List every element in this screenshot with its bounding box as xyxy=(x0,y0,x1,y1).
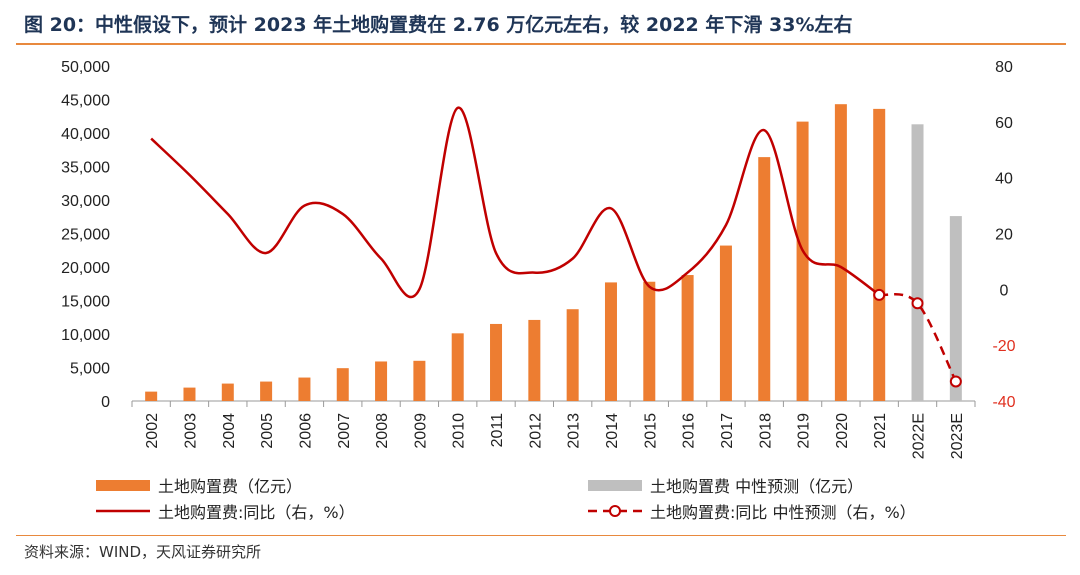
right-axis-tick-label: 80 xyxy=(995,59,1013,76)
x-axis-tick-label: 2007 xyxy=(336,413,353,449)
x-axis-tick-label: 2005 xyxy=(259,413,276,449)
right-axis-tick-label: 0 xyxy=(1000,282,1009,299)
legend-swatch-marker xyxy=(609,505,621,517)
forecast-bar-2022E xyxy=(911,124,924,401)
bar-series xyxy=(145,104,962,402)
legend-label: 土地购置费（亿元） xyxy=(158,477,302,496)
x-axis-tick-label: 2020 xyxy=(834,413,851,449)
bar-2012 xyxy=(528,319,541,401)
forecast-yoy-marker-2021 xyxy=(873,288,886,301)
bar-2020 xyxy=(834,104,847,401)
line-series xyxy=(150,106,962,388)
bar-2010 xyxy=(451,333,464,401)
forecast-yoy-line xyxy=(878,292,957,383)
axes xyxy=(131,400,976,407)
right-axis-tick-label: 60 xyxy=(995,115,1013,132)
x-axis-tick-label: 2015 xyxy=(642,413,659,449)
bar-2017 xyxy=(719,245,732,401)
forecast-bar-2023E xyxy=(949,216,962,401)
footer-divider xyxy=(16,535,1066,536)
x-axis-tick-label: 2009 xyxy=(412,413,429,449)
bar-2018 xyxy=(758,157,771,401)
x-axis-tick-label: 2002 xyxy=(144,413,161,449)
legend-label: 土地购置费:同比（右，%） xyxy=(158,503,355,522)
title-divider xyxy=(16,43,1066,45)
left-axis-tick-label: 40,000 xyxy=(61,126,110,143)
legend-swatch-bar xyxy=(96,480,150,491)
left-axis-tick-label: 35,000 xyxy=(61,160,110,177)
x-axis-tick-label: 2011 xyxy=(489,413,506,448)
x-axis-tick-label: 2017 xyxy=(719,413,736,449)
left-axis-tick-label: 25,000 xyxy=(61,227,110,244)
source-note: 资料来源：WIND，天风证券研究所 xyxy=(24,543,262,561)
x-axis-tick-label: 2013 xyxy=(566,413,583,449)
bar-2015 xyxy=(643,281,656,401)
bar-2007 xyxy=(336,368,349,401)
left-axis-tick-label: 20,000 xyxy=(61,260,110,277)
x-axis-tick-label: 2018 xyxy=(757,413,774,449)
yoy-line xyxy=(150,106,880,299)
right-axis-tick-label: -40 xyxy=(992,394,1015,411)
left-axis-tick-label: 10,000 xyxy=(61,327,110,344)
x-axis-tick-label: 2012 xyxy=(527,413,544,449)
left-axis-tick-label: 5,000 xyxy=(70,361,110,378)
bar-2021 xyxy=(873,108,886,401)
x-axis-tick-label: 2014 xyxy=(604,413,621,449)
x-axis-tick-label: 2006 xyxy=(297,413,314,449)
x-axis-tick-label: 2023E xyxy=(949,413,966,459)
left-axis-tick-label: 15,000 xyxy=(61,294,110,311)
left-axis-tick-label: 45,000 xyxy=(61,93,110,110)
legend-label: 土地购置费:同比 中性预测（右，%） xyxy=(650,503,916,522)
x-axis-tick-label: 2019 xyxy=(796,413,813,449)
x-axis-tick-label: 2021 xyxy=(872,413,889,449)
left-axis-tick-label: 50,000 xyxy=(61,59,110,76)
legend-label: 土地购置费 中性预测（亿元） xyxy=(650,477,863,496)
forecast-yoy-marker-2022E xyxy=(911,297,924,310)
right-axis-tick-label: 20 xyxy=(995,227,1013,244)
forecast-yoy-marker-2023E xyxy=(949,375,962,388)
legend-swatch-forecast-bar xyxy=(588,480,642,491)
tick-labels: 0 5,000 10,000 15,000 20,000 25,000 30,000 35,0… xyxy=(61,59,1016,459)
left-axis-tick-label: 30,000 xyxy=(61,193,110,210)
right-axis-tick-label: 40 xyxy=(995,171,1013,188)
bar-2004 xyxy=(221,383,234,401)
right-axis-tick-label: -20 xyxy=(992,338,1015,355)
bar-2013 xyxy=(566,309,579,401)
bar-2016 xyxy=(681,275,694,401)
left-axis-tick-label: 0 xyxy=(101,394,110,411)
bar-2019 xyxy=(796,121,809,402)
bar-2003 xyxy=(183,387,196,401)
x-axis-tick-label: 2022E xyxy=(911,413,928,459)
bar-2011 xyxy=(490,323,503,401)
bar-2008 xyxy=(375,361,388,401)
bar-2009 xyxy=(413,360,426,401)
bar-2014 xyxy=(604,282,617,401)
bar-2005 xyxy=(260,381,273,401)
bar-2006 xyxy=(298,377,311,401)
x-axis-tick-label: 2003 xyxy=(182,413,199,449)
x-axis-tick-label: 2008 xyxy=(374,413,391,449)
x-axis-tick-label: 2016 xyxy=(681,413,698,449)
bar-2002 xyxy=(145,391,158,401)
x-axis-tick-label: 2004 xyxy=(221,413,238,449)
legend: 土地购置费（亿元） 土地购置费 中性预测（亿元） 土地购置费:同比（右，%） 土地购置… xyxy=(96,477,916,522)
chart-title: 图 20：中性假设下，预计 2023 年土地购置费在 2.76 万亿元左右，较 … xyxy=(24,14,853,36)
x-axis-tick-label: 2010 xyxy=(451,413,468,449)
